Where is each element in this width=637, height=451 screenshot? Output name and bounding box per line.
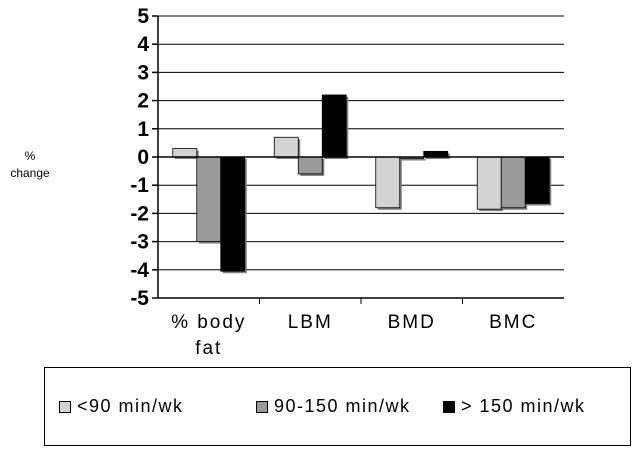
legend-label-gt150: > 150 min/wk: [461, 396, 586, 416]
x-tick-label: BMD: [388, 312, 436, 333]
y-tick-label: -4: [130, 259, 149, 282]
y-tick-label: -2: [130, 202, 149, 225]
bar-shadow: [401, 159, 426, 161]
x-tick-labels: % body fat LBM BMD BMC: [171, 312, 537, 359]
bar: [321, 94, 347, 158]
legend-label-lt90: <90 min/wk: [77, 396, 184, 416]
y-tick-label: 1: [137, 118, 149, 141]
legend-item-gt150: > 150 min/wk: [443, 396, 586, 417]
bar: [220, 156, 246, 272]
bar: [524, 156, 550, 204]
bar: [375, 156, 401, 209]
y-tick-label: 3: [137, 61, 149, 84]
y-tick-label: -5: [130, 287, 149, 310]
axes: [152, 15, 564, 304]
legend-item-lt90: <90 min/wk: [59, 396, 184, 417]
legend-item-90-150: 90-150 min/wk: [256, 396, 411, 417]
y-tick-label: -1: [130, 174, 149, 197]
legend-swatch-90-150: [256, 400, 268, 413]
y-tick-label: 4: [137, 33, 149, 56]
bar: [423, 150, 449, 158]
legend-swatch-gt150: [443, 400, 455, 413]
bar: [500, 156, 526, 209]
x-tick-label: BMC: [489, 312, 537, 333]
y-tick-label: 0: [137, 146, 149, 169]
bar: [273, 136, 299, 158]
x-tick-label: LBM: [288, 312, 333, 333]
legend: <90 min/wk 90-150 min/wk > 150 min/wk: [44, 367, 631, 446]
bar: [297, 156, 323, 175]
y-axis-label: % change: [10, 149, 50, 180]
legend-swatch-lt90: [59, 400, 71, 413]
y-tick-label: 2: [137, 90, 149, 113]
bar: [172, 148, 198, 158]
x-tick-label: % body fat: [171, 312, 246, 359]
bar-chart: 5 4 3 2 1 0 -1 -2 -3 -4 -5 % body fat LBM BMD BMC: [130, 5, 564, 359]
y-tick-labels: 5 4 3 2 1 0 -1 -2 -3 -4 -5: [130, 5, 149, 310]
bars: [172, 94, 552, 274]
bar: [196, 156, 222, 242]
y-tick-label: 5: [137, 5, 149, 28]
y-tick-label: -3: [130, 231, 149, 254]
legend-label-90-150: 90-150 min/wk: [274, 396, 411, 416]
bar: [476, 156, 502, 210]
